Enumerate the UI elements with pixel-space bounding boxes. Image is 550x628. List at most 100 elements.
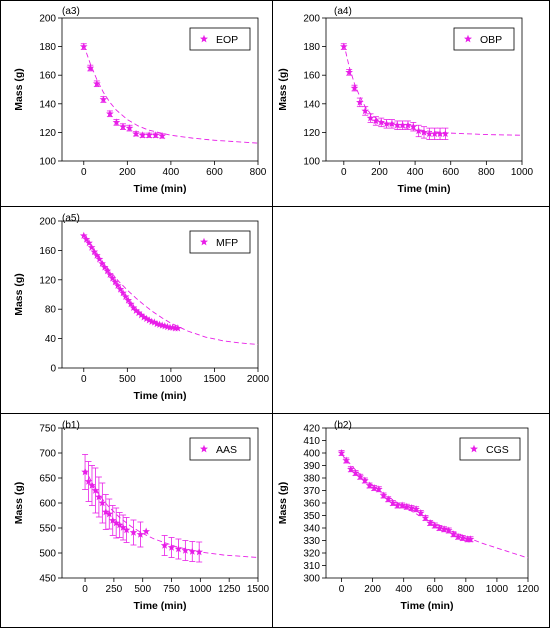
legend-box: [189, 27, 251, 51]
panel-label: (b2): [334, 420, 352, 431]
data-point: [440, 525, 448, 533]
y-tick-label: 320: [303, 549, 320, 560]
data-point: [121, 292, 130, 300]
y-tick-label: 200: [39, 217, 56, 228]
data-point: [167, 543, 176, 551]
data-point: [85, 239, 93, 247]
y-tick-label: 160: [39, 246, 56, 257]
data-point: [389, 499, 397, 507]
y-tick-label: 390: [303, 461, 320, 472]
data-point: [103, 266, 112, 275]
data-point: [398, 121, 407, 129]
y-tick-label: 200: [39, 14, 56, 25]
y-tick-label: 330: [303, 536, 320, 547]
data-point: [112, 519, 120, 527]
data-point: [370, 484, 378, 492]
data-point: [98, 259, 106, 267]
data-point: [375, 485, 383, 493]
x-tick-label: 0: [82, 584, 88, 595]
data-point: [188, 547, 197, 555]
x-tick-label: 800: [478, 167, 495, 178]
data-point: [441, 129, 450, 138]
y-tick-label: 700: [39, 449, 56, 460]
data-point: [93, 251, 101, 259]
x-axis-title: Time (min): [398, 183, 451, 195]
y-tick-label: 40: [45, 334, 57, 345]
data-point: [95, 493, 103, 501]
x-tick-label: 400: [395, 584, 412, 595]
panel-label: (a3): [62, 6, 80, 17]
y-tick-label: 140: [303, 99, 320, 110]
data-point: [151, 131, 160, 139]
y-tick-label: 120: [303, 128, 320, 139]
data-point: [106, 109, 114, 118]
y-tick-label: 350: [303, 511, 320, 522]
chart-a5: (a5) 0 500 1000 1500 2000 0 40 80 120 160 200 Time …: [13, 213, 270, 402]
y-tick-label: 420: [303, 424, 320, 435]
data-point: [430, 521, 439, 529]
data-point: [347, 465, 355, 473]
data-point: [119, 523, 127, 531]
data-point: [377, 118, 386, 126]
data-point: [454, 532, 462, 540]
data-point: [407, 504, 416, 512]
x-axis-title: Time (min): [134, 183, 187, 195]
plot-frame: [61, 220, 259, 369]
data-point: [150, 318, 159, 326]
x-tick-label: 1500: [203, 374, 226, 385]
data-point: [382, 119, 391, 128]
chart-b1: (b1) 0 250 500 750 1000 1250 1500 450 500 550 600 6…: [13, 420, 270, 612]
legend-label: AAS: [216, 444, 237, 456]
legend-box: [459, 437, 521, 461]
x-tick-label: 1000: [511, 167, 534, 178]
legend-label: CGS: [486, 444, 509, 456]
data-point: [102, 508, 110, 516]
data-point: [132, 306, 140, 314]
legend-marker: [464, 34, 472, 43]
data-point: [356, 472, 364, 480]
legend-label: OBP: [480, 34, 502, 46]
data-point: [90, 247, 99, 256]
data-point: [105, 510, 114, 518]
y-axis-title: Mass (g): [13, 273, 25, 316]
legend-marker: [470, 444, 478, 453]
data-point: [404, 121, 412, 129]
data-point: [409, 122, 418, 130]
data-point: [134, 308, 143, 317]
y-tick-label: 100: [303, 157, 320, 168]
x-axis-title: Time (min): [401, 600, 454, 612]
data-point: [111, 278, 119, 286]
data-point: [366, 114, 375, 122]
data-point: [181, 546, 190, 554]
y-tick-label: 160: [39, 71, 56, 82]
y-axis-title: Mass (g): [277, 482, 289, 525]
data-point: [112, 118, 121, 126]
x-tick-label: 250: [106, 584, 123, 595]
y-tick-label: 400: [303, 449, 320, 460]
data-point: [414, 126, 423, 135]
x-tick-label: 400: [407, 167, 424, 178]
x-axis-title: Time (min): [134, 390, 187, 402]
chart-a4: (a4) 0 200 400 600 800 1000 100 120 140 160 180 200…: [277, 6, 534, 195]
legend-label: EOP: [216, 34, 238, 46]
data-point: [365, 481, 374, 489]
data-point: [425, 129, 434, 138]
y-tick-label: 600: [39, 499, 56, 510]
x-tick-label: 0: [339, 584, 345, 595]
x-tick-label: 1500: [247, 584, 270, 595]
data-point: [127, 300, 135, 308]
data-point: [174, 324, 182, 332]
data-point: [84, 477, 93, 485]
x-tick-label: 2000: [247, 374, 270, 385]
data-point: [435, 524, 444, 532]
data-point: [79, 231, 88, 239]
y-tick-label: 180: [303, 42, 320, 53]
data-point: [142, 527, 150, 535]
x-tick-label: 500: [119, 374, 136, 385]
data-point: [95, 255, 104, 263]
data-point: [351, 469, 360, 477]
data-point: [145, 131, 153, 139]
data-point: [125, 124, 134, 132]
